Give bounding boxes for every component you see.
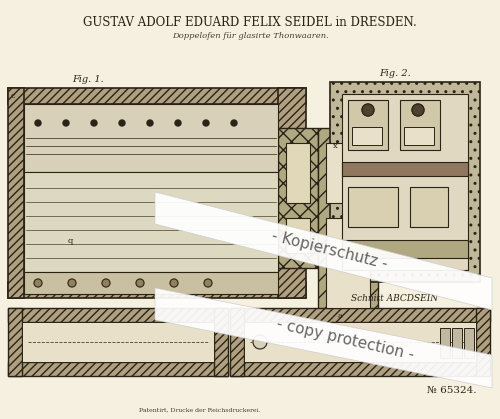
Circle shape [91,120,97,126]
Bar [24,272,278,294]
Circle shape [253,335,267,349]
Bar [22,322,214,362]
Bar [410,187,448,227]
Circle shape [204,279,212,287]
Bar [464,328,474,358]
Bar [286,143,310,203]
Bar [8,88,306,104]
Text: Patentirt, Drucke der Reichsdruckerei.: Patentirt, Drucke der Reichsdruckerei. [139,408,261,412]
Bar [230,308,490,322]
Circle shape [102,279,110,287]
Bar [278,88,306,298]
Bar [476,308,490,376]
Text: Doppelofen für glasirte Thonwaaren.: Doppelofen für glasirte Thonwaaren. [172,32,328,40]
Bar [318,128,378,368]
Text: Fig. 2.: Fig. 2. [379,68,411,78]
Bar [24,172,278,272]
Bar [244,322,476,362]
Bar [24,104,278,172]
Bar [326,143,370,203]
Text: c: c [11,92,16,100]
Polygon shape [155,288,492,388]
Circle shape [412,104,424,116]
Circle shape [170,279,178,287]
Bar [8,308,22,376]
Circle shape [203,120,209,126]
Text: a: a [338,312,342,320]
Bar [8,88,24,298]
Bar [8,362,228,376]
Circle shape [362,104,374,116]
Bar [452,328,462,358]
Bar [8,308,228,322]
Bar [230,308,244,376]
Text: № 65324.: № 65324. [427,385,477,395]
Bar [278,128,318,268]
Text: - copy protection -: - copy protection - [275,317,415,363]
Text: q: q [68,237,73,245]
Bar [342,162,468,176]
Bar [342,240,468,258]
Bar [230,362,490,376]
Bar [214,308,228,376]
Bar [286,218,310,253]
Bar [348,187,398,227]
Circle shape [231,120,237,126]
Circle shape [175,120,181,126]
Bar [326,218,370,308]
Bar [352,127,382,145]
Text: a: a [308,336,312,344]
Text: - Kopierschutz -: - Kopierschutz - [270,228,390,272]
Circle shape [63,120,69,126]
Text: x: x [333,142,338,150]
Circle shape [35,120,41,126]
Bar [24,104,278,282]
Circle shape [68,279,76,287]
Text: Schnitt ABCDSEIN: Schnitt ABCDSEIN [352,293,438,303]
Bar [400,100,440,150]
Bar [8,282,306,298]
Text: GUSTAV ADOLF EDUARD FELIX SEIDEL in DRESDEN.: GUSTAV ADOLF EDUARD FELIX SEIDEL in DRES… [83,16,417,28]
Circle shape [147,120,153,126]
Circle shape [136,279,144,287]
Bar [348,100,388,150]
Polygon shape [155,192,492,310]
Bar [342,94,468,270]
Bar [404,127,434,145]
Bar [440,328,450,358]
Circle shape [34,279,42,287]
Bar [330,82,480,282]
Text: Fig. 1.: Fig. 1. [72,75,104,85]
Circle shape [119,120,125,126]
